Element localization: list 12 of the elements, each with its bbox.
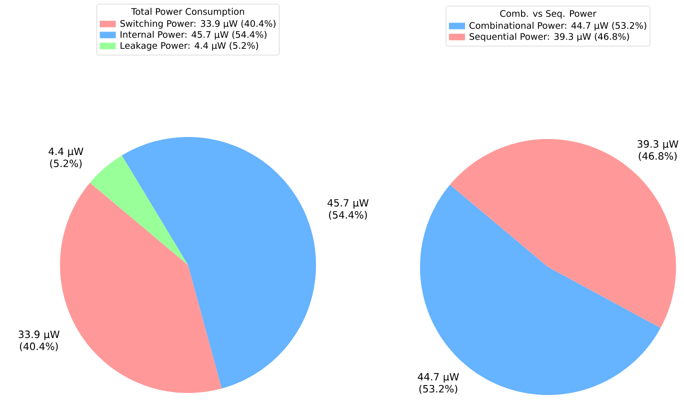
legend-label: Internal Power: 45.7 μW (54.4%) — [120, 30, 266, 40]
data-label: 4.4 μW (5.2%) — [48, 148, 84, 168]
data-label: 39.3 μW (46.8%) — [638, 140, 678, 161]
data-label: 44.7 μW (53.2%) — [418, 373, 459, 394]
legend-title: Total Power Consumption — [131, 8, 244, 17]
legend-title: Comb. vs Seq. Power — [500, 10, 596, 19]
legend-label: Combinational Power: 44.7 μW (53.2%) — [470, 22, 646, 31]
data-label: 33.9 μW (40.4%) — [18, 330, 60, 352]
legend-label: Leakage Power: 4.4 μW (5.2%) — [120, 42, 258, 51]
legend-label: Switching Power: 33.9 μW (40.4%) — [120, 20, 276, 29]
legend-label: Sequential Power: 39.3 μW (46.8%) — [470, 32, 629, 42]
data-label: 45.7 μW (54.4%) — [328, 199, 369, 220]
